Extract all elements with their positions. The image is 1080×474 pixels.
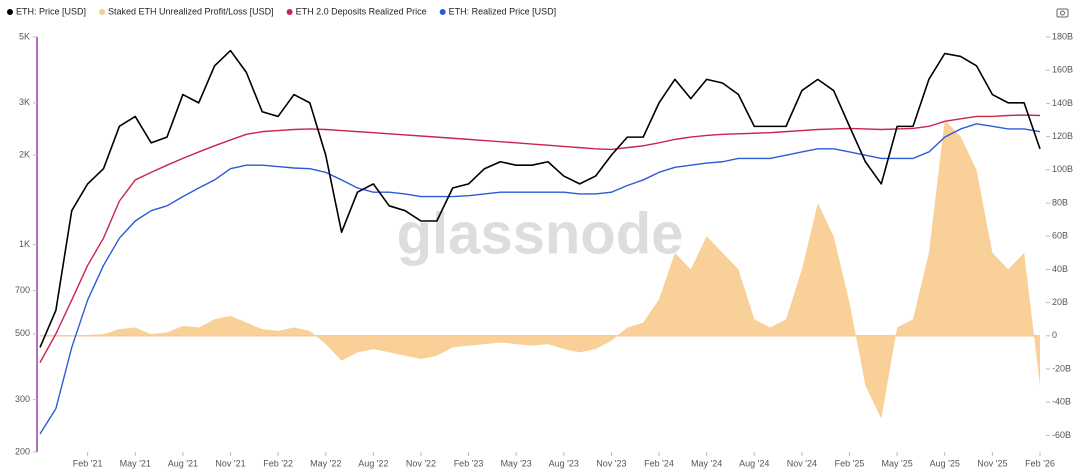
camera-lens bbox=[1060, 10, 1065, 16]
line bbox=[39, 123, 1041, 435]
y2-tick-label: 60B bbox=[1052, 231, 1068, 241]
x-tick-label: Aug '24 bbox=[739, 458, 769, 468]
legend-label: ETH: Price [USD] bbox=[16, 6, 86, 16]
y-tick-label: 3K bbox=[19, 97, 30, 107]
legend-item[interactable]: ETH 2.0 Deposits Realized Price bbox=[286, 6, 427, 16]
legend-marker bbox=[7, 9, 13, 15]
y2-tick-label: -60B bbox=[1052, 430, 1071, 440]
y2-tick-label: 80B bbox=[1052, 197, 1068, 207]
y2-tick-label: 180B bbox=[1052, 31, 1073, 41]
x-tick-label: Nov '22 bbox=[406, 458, 436, 468]
y2-tick-label: 120B bbox=[1052, 131, 1073, 141]
y2-tick-label: 20B bbox=[1052, 297, 1068, 307]
x-tick-label: May '22 bbox=[310, 458, 341, 468]
line bbox=[39, 114, 1041, 363]
y2-tick-label: 160B bbox=[1052, 65, 1073, 75]
legend-marker bbox=[286, 9, 293, 15]
legend-marker bbox=[99, 9, 106, 15]
x-tick-label: May '24 bbox=[691, 458, 722, 468]
x-tick-label: Nov '24 bbox=[787, 458, 817, 468]
x-tick-label: Feb '24 bbox=[644, 458, 674, 468]
x-tick-label: Feb '23 bbox=[454, 458, 484, 468]
x-tick-label: May '23 bbox=[501, 458, 532, 468]
x-tick-label: Feb '22 bbox=[263, 458, 293, 468]
legend-label: ETH 2.0 Deposits Realized Price bbox=[296, 6, 427, 16]
y2-tick-label: -20B bbox=[1052, 363, 1071, 373]
y2-tick-label: 0 bbox=[1052, 330, 1057, 340]
y-tick-label: 300 bbox=[15, 394, 30, 404]
legend-label: Staked ETH Unrealized Profit/Loss [USD] bbox=[108, 6, 274, 16]
line bbox=[39, 49, 1041, 348]
x-tick-label: Feb '25 bbox=[835, 458, 865, 468]
y2-tick-label: 140B bbox=[1052, 98, 1073, 108]
x-tick-label: Nov '21 bbox=[215, 458, 245, 468]
legend-marker bbox=[439, 9, 446, 15]
y-tick-label: 200 bbox=[15, 446, 30, 456]
x-tick-label: Nov '25 bbox=[977, 458, 1007, 468]
legend-item[interactable]: ETH: Price [USD] bbox=[7, 6, 86, 16]
x-tick-label: Feb '26 bbox=[1025, 458, 1055, 468]
x-tick-label: May '25 bbox=[882, 458, 913, 468]
y2-tick-label: 40B bbox=[1052, 264, 1068, 274]
legend-item[interactable]: ETH: Realized Price [USD] bbox=[439, 6, 557, 16]
y2-tick-label: -40B bbox=[1052, 397, 1071, 407]
watermark: glassnode bbox=[397, 201, 684, 266]
y-tick-label: 2K bbox=[19, 150, 30, 160]
x-tick-label: Nov '23 bbox=[596, 458, 626, 468]
y2-tick-label: 100B bbox=[1052, 164, 1073, 174]
area bbox=[40, 120, 1040, 419]
x-tick-label: Feb '21 bbox=[73, 458, 103, 468]
x-tick-label: Aug '25 bbox=[930, 458, 960, 468]
camera-icon[interactable] bbox=[1056, 8, 1069, 18]
y-tick-label: 700 bbox=[15, 285, 30, 295]
legend-label: ETH: Realized Price [USD] bbox=[449, 6, 557, 16]
y-tick-label: 5K bbox=[19, 31, 30, 41]
x-tick-label: Aug '22 bbox=[358, 458, 388, 468]
legend-item[interactable]: Staked ETH Unrealized Profit/Loss [USD] bbox=[99, 6, 274, 16]
x-tick-label: May '21 bbox=[120, 458, 151, 468]
camera-body bbox=[1056, 8, 1069, 18]
x-tick-label: Aug '23 bbox=[549, 458, 579, 468]
y-tick-label: 500 bbox=[15, 328, 30, 338]
x-tick-label: Aug '21 bbox=[168, 458, 198, 468]
y-tick-label: 1K bbox=[19, 239, 30, 249]
